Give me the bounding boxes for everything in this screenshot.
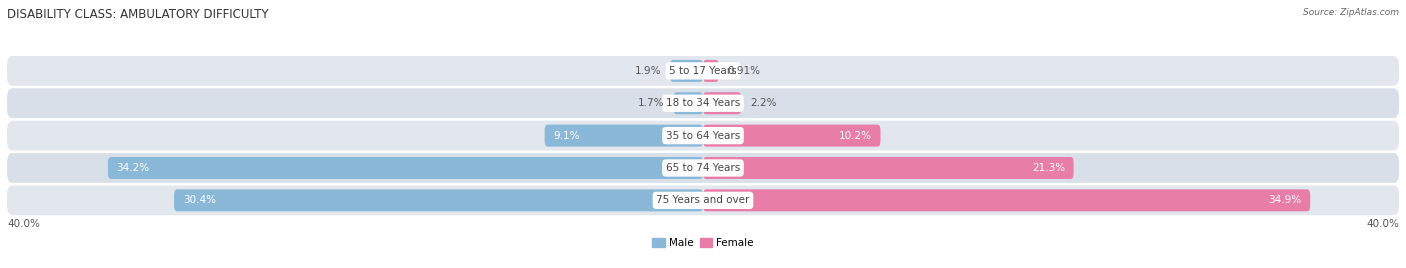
Text: 30.4%: 30.4% — [183, 195, 215, 205]
FancyBboxPatch shape — [703, 125, 880, 147]
Text: 1.9%: 1.9% — [634, 66, 661, 76]
FancyBboxPatch shape — [7, 185, 1399, 215]
Text: 10.2%: 10.2% — [839, 131, 872, 141]
Text: 18 to 34 Years: 18 to 34 Years — [666, 98, 740, 108]
Text: 34.9%: 34.9% — [1268, 195, 1302, 205]
FancyBboxPatch shape — [703, 189, 1310, 211]
Text: Source: ZipAtlas.com: Source: ZipAtlas.com — [1303, 8, 1399, 17]
Text: 1.7%: 1.7% — [638, 98, 665, 108]
Text: 2.2%: 2.2% — [749, 98, 776, 108]
Text: DISABILITY CLASS: AMBULATORY DIFFICULTY: DISABILITY CLASS: AMBULATORY DIFFICULTY — [7, 8, 269, 21]
Text: 35 to 64 Years: 35 to 64 Years — [666, 131, 740, 141]
FancyBboxPatch shape — [7, 121, 1399, 151]
Text: 9.1%: 9.1% — [554, 131, 579, 141]
Text: 21.3%: 21.3% — [1032, 163, 1064, 173]
FancyBboxPatch shape — [7, 88, 1399, 118]
Text: 5 to 17 Years: 5 to 17 Years — [669, 66, 737, 76]
Text: 65 to 74 Years: 65 to 74 Years — [666, 163, 740, 173]
Text: 75 Years and over: 75 Years and over — [657, 195, 749, 205]
Text: 40.0%: 40.0% — [1367, 219, 1399, 229]
FancyBboxPatch shape — [7, 56, 1399, 86]
Text: 40.0%: 40.0% — [7, 219, 39, 229]
Text: 34.2%: 34.2% — [117, 163, 150, 173]
FancyBboxPatch shape — [174, 189, 703, 211]
FancyBboxPatch shape — [673, 92, 703, 114]
Text: 0.91%: 0.91% — [727, 66, 761, 76]
FancyBboxPatch shape — [703, 92, 741, 114]
FancyBboxPatch shape — [703, 157, 1074, 179]
FancyBboxPatch shape — [108, 157, 703, 179]
FancyBboxPatch shape — [703, 60, 718, 82]
Legend: Male, Female: Male, Female — [648, 234, 758, 252]
FancyBboxPatch shape — [7, 153, 1399, 183]
FancyBboxPatch shape — [669, 60, 703, 82]
FancyBboxPatch shape — [544, 125, 703, 147]
